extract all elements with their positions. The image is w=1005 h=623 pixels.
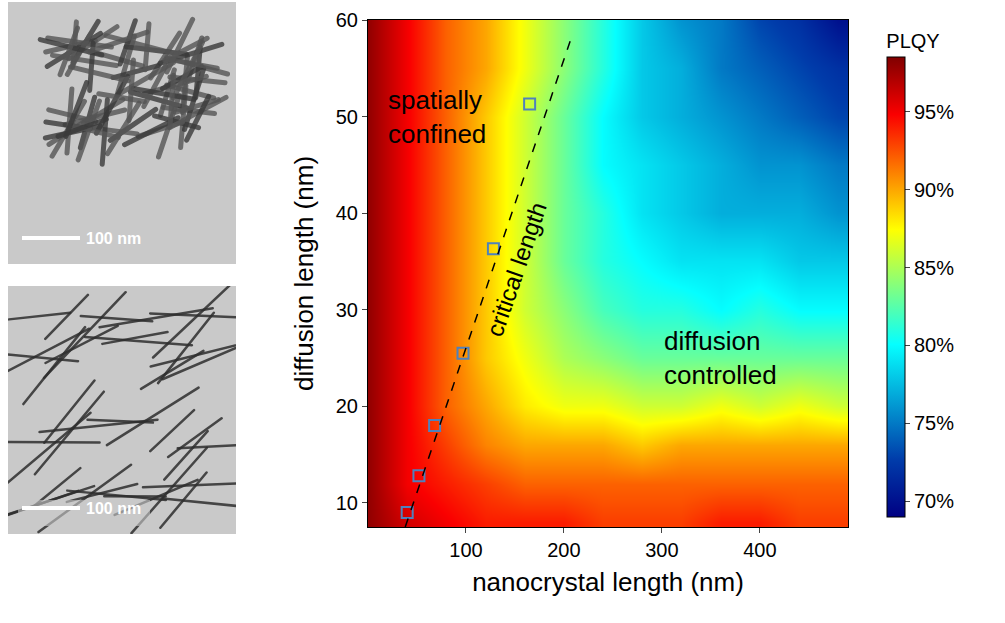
svg-text:300: 300 [645, 539, 678, 561]
svg-text:diffusion length (nm): diffusion length (nm) [289, 156, 319, 391]
svg-text:85%: 85% [914, 257, 954, 279]
svg-text:diffusioncontrolled: diffusioncontrolled [664, 326, 777, 390]
svg-text:400: 400 [743, 539, 776, 561]
svg-text:10: 10 [336, 492, 358, 514]
svg-text:100 nm: 100 nm [86, 230, 141, 247]
svg-text:spatiallyconfined: spatiallyconfined [388, 85, 486, 149]
svg-text:20: 20 [336, 395, 358, 417]
svg-text:200: 200 [547, 539, 580, 561]
svg-text:PLQY: PLQY [886, 30, 939, 52]
svg-text:90%: 90% [914, 179, 954, 201]
svg-text:nanocrystal length (nm): nanocrystal length (nm) [472, 567, 744, 597]
svg-text:80%: 80% [914, 334, 954, 356]
svg-text:50: 50 [336, 106, 358, 128]
svg-text:100 nm: 100 nm [86, 500, 141, 517]
svg-text:60: 60 [336, 9, 358, 31]
svg-text:70%: 70% [914, 490, 954, 512]
svg-text:95%: 95% [914, 101, 954, 123]
svg-text:30: 30 [336, 299, 358, 321]
svg-text:100: 100 [449, 539, 482, 561]
svg-text:75%: 75% [914, 412, 954, 434]
svg-text:40: 40 [336, 202, 358, 224]
svg-text:critical length: critical length [481, 199, 552, 340]
